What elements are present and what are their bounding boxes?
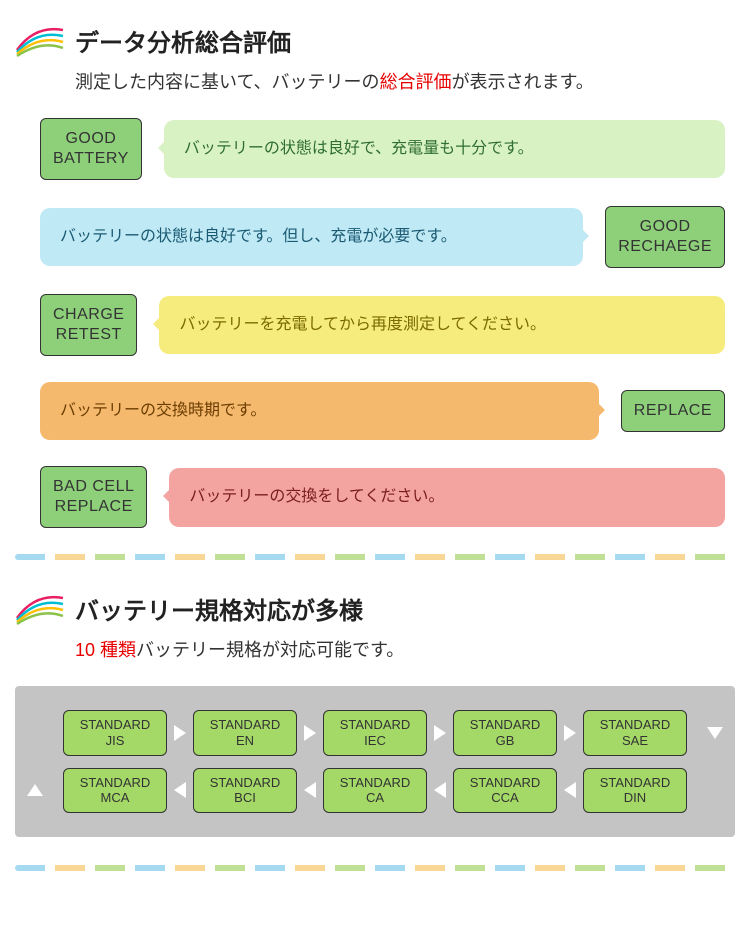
evaluation-row: バッテリーの交換時期です。 REPLACE <box>40 382 725 440</box>
standard-box: STANDARD DIN <box>583 768 687 813</box>
standard-box: STANDARD BCI <box>193 768 297 813</box>
arrow-right-icon <box>304 725 316 741</box>
standards-row-top: STANDARD JIS STANDARD EN STANDARD IEC STAND… <box>43 710 707 755</box>
status-tag: CHARGE RETEST <box>40 294 137 356</box>
status-tag: BAD CELL REPLACE <box>40 466 147 528</box>
standard-box: STANDARD JIS <box>63 710 167 755</box>
section-divider <box>15 554 735 560</box>
description-bubble: バッテリーの状態は良好です。但し、充電が必要です。 <box>40 208 583 266</box>
standard-box: STANDARD SAE <box>583 710 687 755</box>
section1-title: データ分析総合評価 <box>75 23 291 58</box>
arrow-down-icon <box>707 727 723 739</box>
evaluation-row: BAD CELL REPLACE バッテリーの交換をしてください。 <box>40 466 725 528</box>
standards-panel: STANDARD JIS STANDARD EN STANDARD IEC STAND… <box>15 686 735 836</box>
standard-box: STANDARD CCA <box>453 768 557 813</box>
subtitle-pre: 測定した内容に基いて、バッテリーの <box>75 72 380 92</box>
swoosh-icon <box>15 588 65 628</box>
arrow-right-icon <box>434 725 446 741</box>
description-bubble: バッテリーの交換時期です。 <box>40 382 599 440</box>
subtitle2-highlight: 10 種類 <box>75 640 136 660</box>
section1-subtitle: 測定した内容に基いて、バッテリーの総合評価が表示されます。 <box>75 68 735 94</box>
arrow-right-icon <box>564 725 576 741</box>
subtitle-highlight: 総合評価 <box>380 72 452 92</box>
standard-box: STANDARD CA <box>323 768 427 813</box>
arrow-left-icon <box>304 782 316 798</box>
swoosh-icon <box>15 20 65 60</box>
evaluation-list: GOOD BATTERYバッテリーの状態は良好で、充電量も十分です。バッテリーの… <box>40 118 725 528</box>
arrow-left-icon <box>564 782 576 798</box>
subtitle-post: が表示されます。 <box>452 72 594 92</box>
arrow-left-icon <box>174 782 186 798</box>
arrow-right-icon <box>174 725 186 741</box>
section-divider <box>15 865 735 871</box>
description-bubble: バッテリーを充電してから再度測定してください。 <box>159 296 725 354</box>
standard-box: STANDARD EN <box>193 710 297 755</box>
evaluation-row: バッテリーの状態は良好です。但し、充電が必要です。 GOOD RECHAEGE <box>40 206 725 268</box>
standard-box: STANDARD GB <box>453 710 557 755</box>
arrow-left-icon <box>434 782 446 798</box>
status-tag: GOOD RECHAEGE <box>605 206 725 268</box>
status-tag: GOOD BATTERY <box>40 118 142 180</box>
description-bubble: バッテリーの交換をしてください。 <box>169 468 725 526</box>
section2-subtitle: 10 種類バッテリー規格が対応可能です。 <box>75 636 735 662</box>
section2-title: バッテリー規格対応が多様 <box>75 591 363 626</box>
standard-box: STANDARD IEC <box>323 710 427 755</box>
arrow-up-icon <box>27 784 43 796</box>
evaluation-row: GOOD BATTERY バッテリーの状態は良好で、充電量も十分です。 <box>40 118 725 180</box>
evaluation-row: CHARGE RETEST バッテリーを充電してから再度測定してください。 <box>40 294 725 356</box>
subtitle2-post: バッテリー規格が対応可能です。 <box>136 640 404 660</box>
status-tag: REPLACE <box>621 390 725 432</box>
standards-row-bottom: STANDARD MCA STANDARD BCI STANDARD CA STAND… <box>43 768 707 813</box>
standard-box: STANDARD MCA <box>63 768 167 813</box>
description-bubble: バッテリーの状態は良好で、充電量も十分です。 <box>164 120 725 178</box>
